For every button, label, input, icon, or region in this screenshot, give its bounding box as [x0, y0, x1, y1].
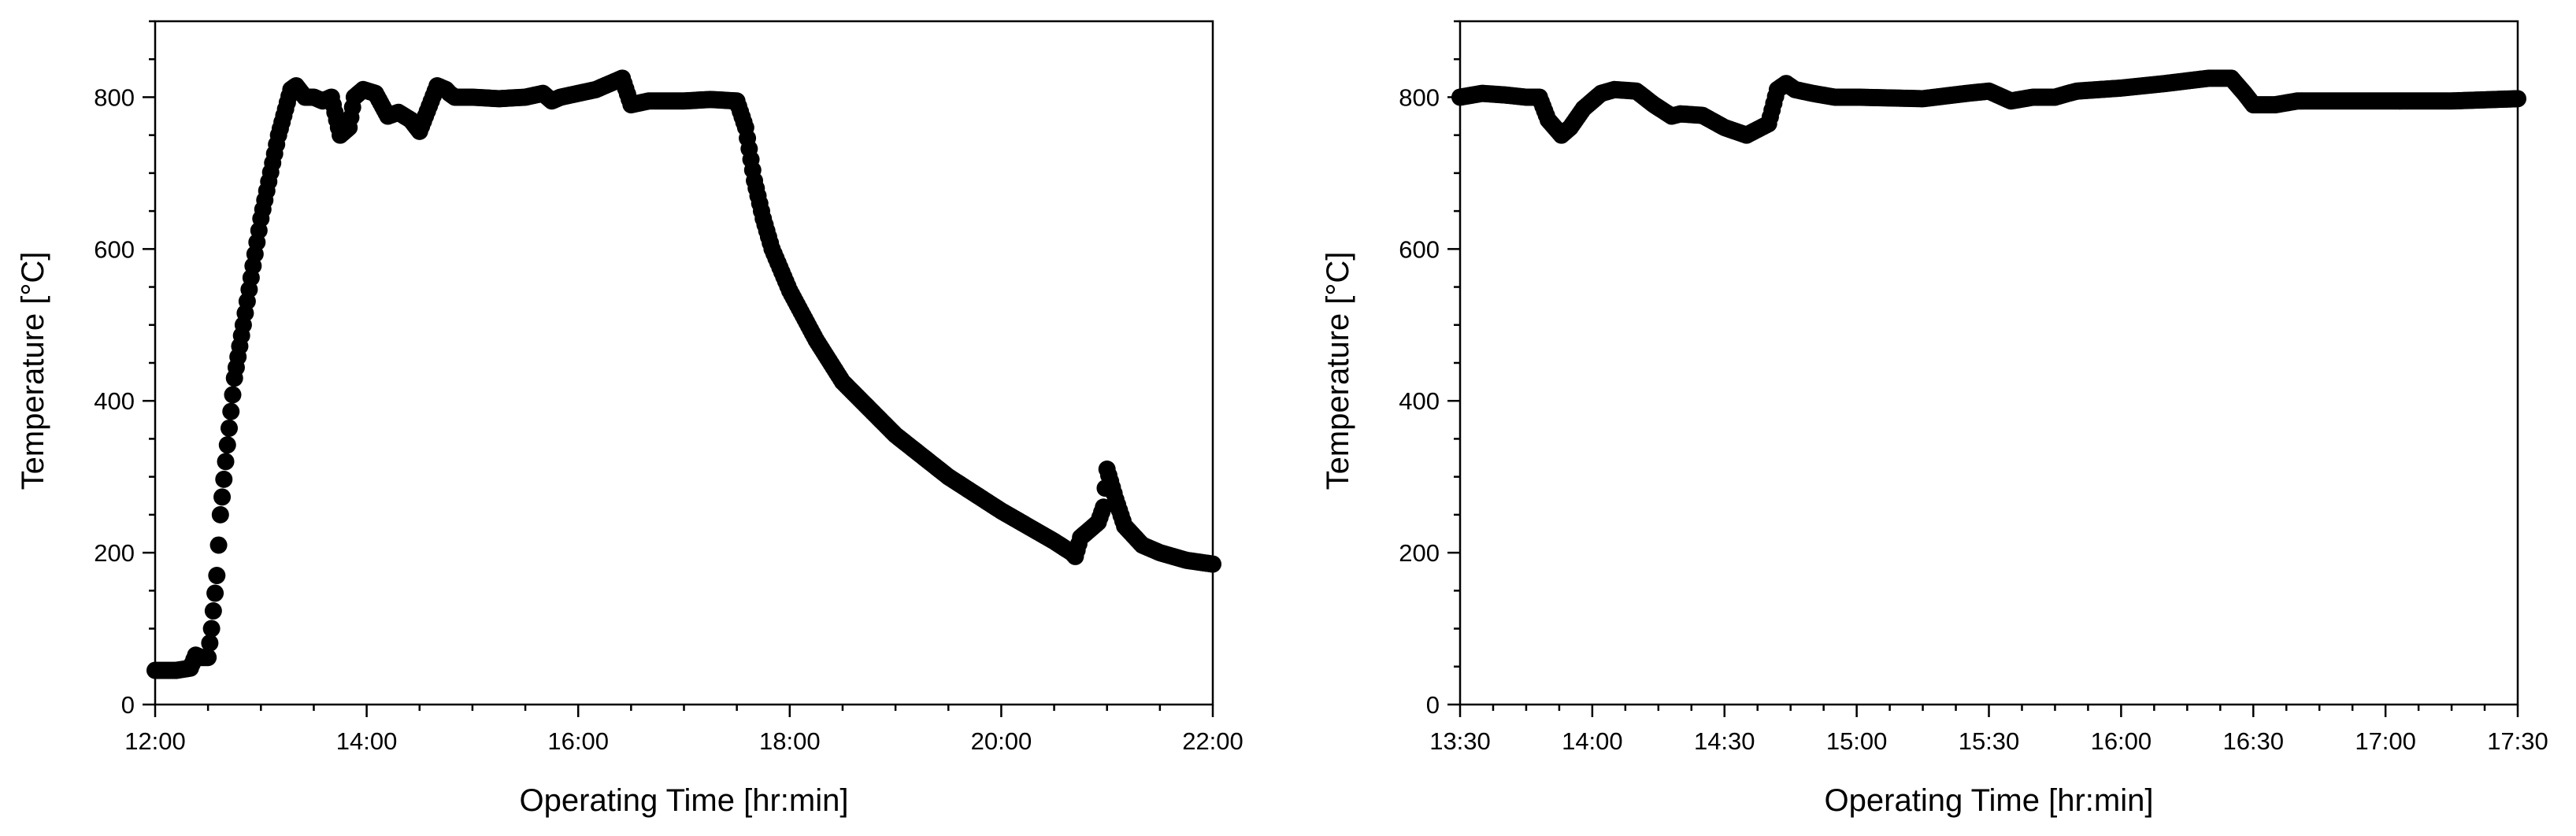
x-tick-label: 15:00: [1826, 727, 1888, 755]
x-axis-title: Operating Time [hr:min]: [520, 783, 849, 818]
data-point: [211, 505, 229, 523]
y-axis-title: Temperature [°C]: [1321, 252, 1355, 490]
x-tick-label: 17:00: [2355, 727, 2416, 755]
x-tick-label: 13:30: [1429, 727, 1491, 755]
y-tick-label: 200: [1399, 539, 1440, 567]
y-tick-label: 600: [1399, 235, 1440, 263]
y-tick-label: 0: [1426, 691, 1440, 719]
data-point: [208, 567, 226, 585]
data-point: [213, 488, 232, 506]
data-point: [202, 620, 221, 638]
x-tick-label: 22:00: [1182, 727, 1244, 755]
x-tick-label: 12:00: [124, 727, 186, 755]
data-point: [1204, 555, 1221, 573]
x-tick-label: 18:00: [759, 727, 821, 755]
data-series: [1451, 69, 2526, 144]
data-point: [199, 649, 217, 667]
y-tick-label: 800: [94, 83, 135, 111]
y-tick-label: 400: [94, 387, 135, 415]
y-tick-label: 0: [121, 691, 135, 719]
plot-frame: [1458, 20, 2519, 706]
data-point: [209, 536, 228, 554]
y-axis-title: Temperature [°C]: [16, 252, 50, 490]
x-tick-label: 14:00: [336, 727, 398, 755]
data-point: [217, 453, 235, 471]
plot-frame: [154, 20, 1214, 706]
x-tick-label: 14:30: [1694, 727, 1755, 755]
x-tick-label: 20:00: [971, 727, 1032, 755]
y-tick-label: 400: [1399, 387, 1440, 415]
x-tick-label: 17:30: [2487, 727, 2548, 755]
chart-panel-right: 0 200 400 600 800 13:30 14:00 14:30 15:00 15:30 16…: [1321, 20, 2548, 818]
chart-panel-left: 0 200 400 600 800 12:00 14:00 16:00 18:00 20:00 22…: [16, 20, 1244, 818]
data-series: [146, 69, 1221, 679]
x-tick-label: 16:30: [2222, 727, 2284, 755]
data-point: [2509, 90, 2526, 108]
x-tick-label: 16:00: [2091, 727, 2152, 755]
y-tick-label: 800: [1399, 83, 1440, 111]
y-tick-label: 200: [94, 539, 135, 567]
data-point: [221, 419, 239, 437]
data-point: [206, 584, 224, 602]
data-point: [204, 602, 222, 620]
x-tick-label: 15:30: [1959, 727, 2020, 755]
x-axis-title: Operating Time [hr:min]: [1825, 783, 2154, 818]
data-point: [224, 386, 242, 404]
y-tick-label: 600: [94, 235, 135, 263]
data-point: [222, 402, 240, 420]
data-point: [215, 470, 233, 488]
x-tick-label: 16:00: [547, 727, 609, 755]
data-point: [201, 634, 219, 652]
x-tick-label: 14:00: [1562, 727, 1623, 755]
data-point: [218, 436, 236, 454]
